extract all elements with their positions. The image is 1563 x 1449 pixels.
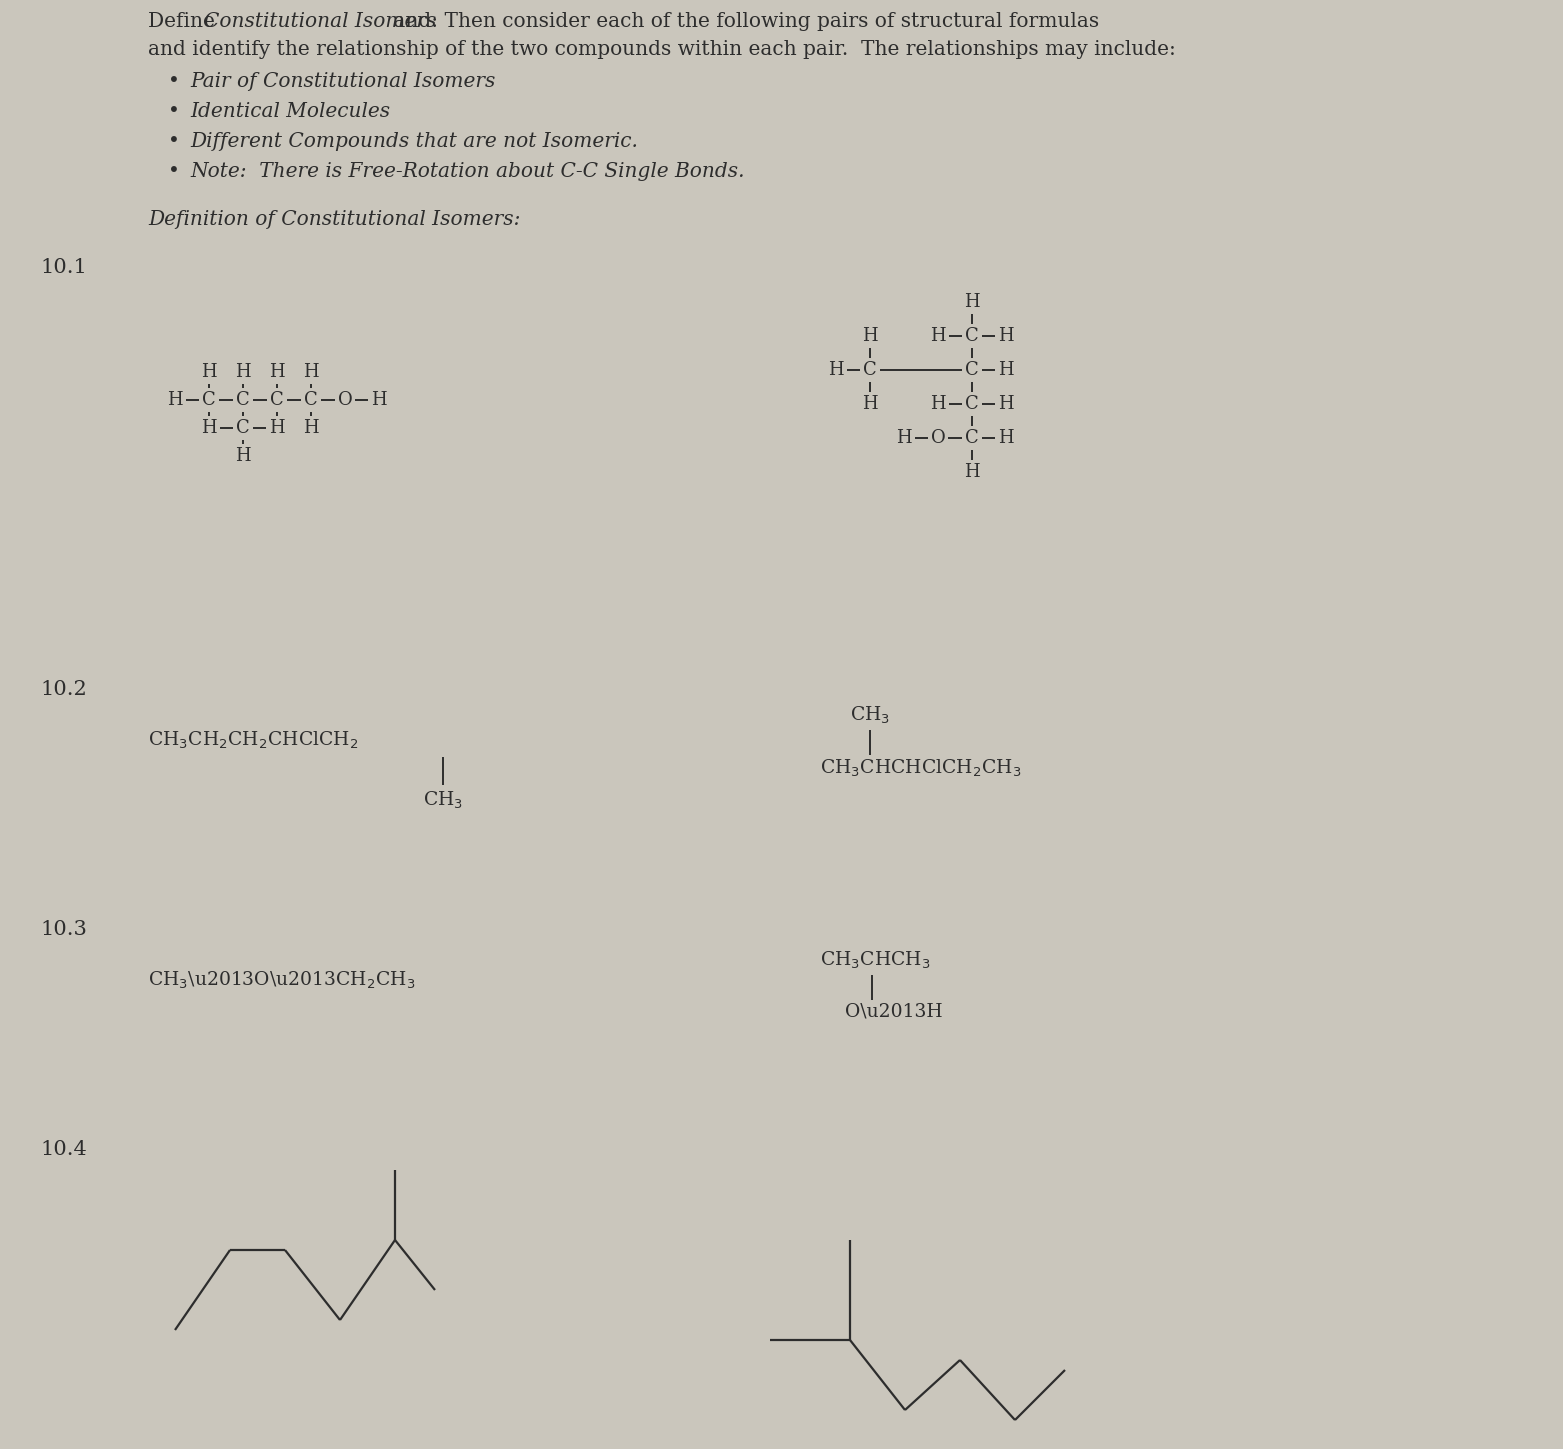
Text: H: H [269, 419, 284, 438]
Text: O: O [338, 391, 352, 409]
Text: C: C [964, 361, 978, 380]
Text: Define: Define [148, 12, 222, 30]
Text: H: H [202, 364, 217, 381]
Text: H: H [234, 364, 250, 381]
Text: H: H [964, 293, 980, 312]
Text: C: C [236, 391, 250, 409]
Text: H: H [828, 361, 844, 380]
Text: H: H [269, 364, 284, 381]
Text: H: H [303, 419, 319, 438]
Text: H: H [303, 364, 319, 381]
Text: H: H [167, 391, 183, 409]
Text: Different Compounds that are not Isomeric.: Different Compounds that are not Isomeri… [191, 132, 638, 151]
Text: Pair of Constitutional Isomers: Pair of Constitutional Isomers [191, 72, 495, 91]
Text: H: H [999, 361, 1014, 380]
Text: H: H [896, 429, 911, 446]
Text: CH$_3$: CH$_3$ [850, 706, 891, 726]
Text: H: H [863, 327, 878, 345]
Text: •: • [167, 72, 180, 91]
Text: •: • [167, 101, 180, 122]
Text: H: H [234, 446, 250, 465]
Text: C: C [305, 391, 317, 409]
Text: H: H [202, 419, 217, 438]
Text: C: C [964, 429, 978, 446]
Text: Note:  There is Free-Rotation about C-C Single Bonds.: Note: There is Free-Rotation about C-C S… [191, 162, 744, 181]
Text: H: H [930, 396, 946, 413]
Text: H: H [863, 396, 878, 413]
Text: Constitutional Isomers: Constitutional Isomers [205, 12, 436, 30]
Text: C: C [236, 419, 250, 438]
Text: and identify the relationship of the two compounds within each pair.  The relati: and identify the relationship of the two… [148, 41, 1175, 59]
Text: Identical Molecules: Identical Molecules [191, 101, 391, 122]
Text: C: C [270, 391, 284, 409]
Text: H: H [999, 396, 1014, 413]
Text: H: H [370, 391, 386, 409]
Text: 10.4: 10.4 [41, 1140, 88, 1159]
Text: O: O [930, 429, 946, 446]
Text: H: H [202, 419, 217, 438]
Text: H: H [964, 464, 980, 481]
Text: CH$_3$: CH$_3$ [424, 790, 463, 811]
Text: CH$_3$CHCH$_3$: CH$_3$CHCH$_3$ [821, 951, 930, 971]
Text: H: H [999, 327, 1014, 345]
Text: 10.1: 10.1 [41, 258, 88, 277]
Text: H: H [999, 429, 1014, 446]
Text: CH$_3$CHCHClCH$_2$CH$_3$: CH$_3$CHCHClCH$_2$CH$_3$ [821, 758, 1022, 780]
Text: •: • [167, 132, 180, 151]
Text: C: C [202, 391, 216, 409]
Text: •: • [167, 162, 180, 181]
Text: H: H [930, 327, 946, 345]
Text: Definition of Constitutional Isomers:: Definition of Constitutional Isomers: [148, 210, 520, 229]
Text: CH$_3$CH$_2$CH$_2$CHClCH$_2$: CH$_3$CH$_2$CH$_2$CHClCH$_2$ [148, 730, 358, 751]
Text: CH$_3$\u2013O\u2013CH$_2$CH$_3$: CH$_3$\u2013O\u2013CH$_2$CH$_3$ [148, 969, 416, 991]
Text: and: Then consider each of the following pairs of structural formulas: and: Then consider each of the following… [388, 12, 1099, 30]
Text: C: C [964, 396, 978, 413]
Text: 10.3: 10.3 [41, 920, 88, 939]
Text: 10.2: 10.2 [41, 680, 88, 698]
Text: H: H [269, 419, 284, 438]
Text: O\u2013H: O\u2013H [846, 1003, 942, 1022]
Text: C: C [863, 361, 877, 380]
Text: C: C [964, 327, 978, 345]
